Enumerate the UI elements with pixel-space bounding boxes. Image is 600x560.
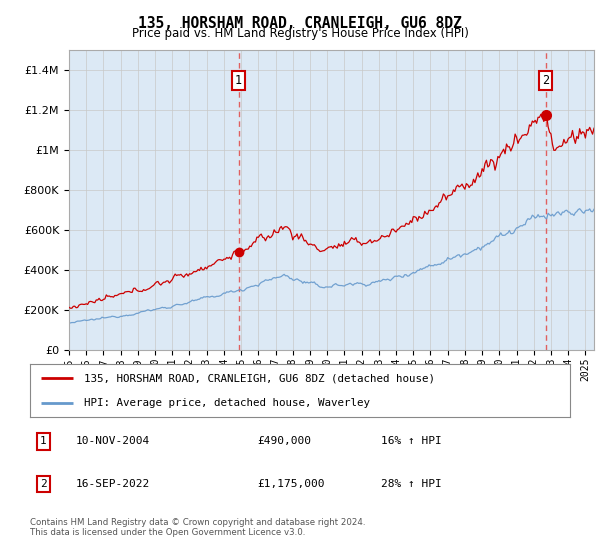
Text: 135, HORSHAM ROAD, CRANLEIGH, GU6 8DZ (detached house): 135, HORSHAM ROAD, CRANLEIGH, GU6 8DZ (d… — [84, 374, 435, 384]
Text: £1,175,000: £1,175,000 — [257, 479, 324, 489]
Text: 135, HORSHAM ROAD, CRANLEIGH, GU6 8DZ: 135, HORSHAM ROAD, CRANLEIGH, GU6 8DZ — [138, 16, 462, 31]
Text: 1: 1 — [40, 436, 47, 446]
Text: £490,000: £490,000 — [257, 436, 311, 446]
Text: 2: 2 — [542, 74, 550, 87]
Text: 16-SEP-2022: 16-SEP-2022 — [76, 479, 150, 489]
Text: 10-NOV-2004: 10-NOV-2004 — [76, 436, 150, 446]
Text: 2: 2 — [40, 479, 47, 489]
Text: 1: 1 — [235, 74, 242, 87]
Text: Price paid vs. HM Land Registry's House Price Index (HPI): Price paid vs. HM Land Registry's House … — [131, 27, 469, 40]
Text: 16% ↑ HPI: 16% ↑ HPI — [381, 436, 442, 446]
Text: 28% ↑ HPI: 28% ↑ HPI — [381, 479, 442, 489]
Text: Contains HM Land Registry data © Crown copyright and database right 2024.
This d: Contains HM Land Registry data © Crown c… — [30, 518, 365, 538]
Text: HPI: Average price, detached house, Waverley: HPI: Average price, detached house, Wave… — [84, 398, 370, 408]
